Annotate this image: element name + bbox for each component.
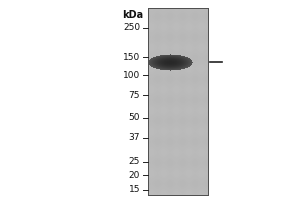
Text: 20: 20 [129, 170, 140, 180]
Text: 25: 25 [129, 158, 140, 166]
Text: 75: 75 [128, 90, 140, 99]
Text: 100: 100 [123, 71, 140, 79]
Text: 250: 250 [123, 23, 140, 32]
Text: 37: 37 [128, 134, 140, 142]
Text: kDa: kDa [122, 10, 143, 20]
Text: 150: 150 [123, 52, 140, 62]
Text: 50: 50 [128, 114, 140, 122]
Text: 15: 15 [128, 186, 140, 194]
